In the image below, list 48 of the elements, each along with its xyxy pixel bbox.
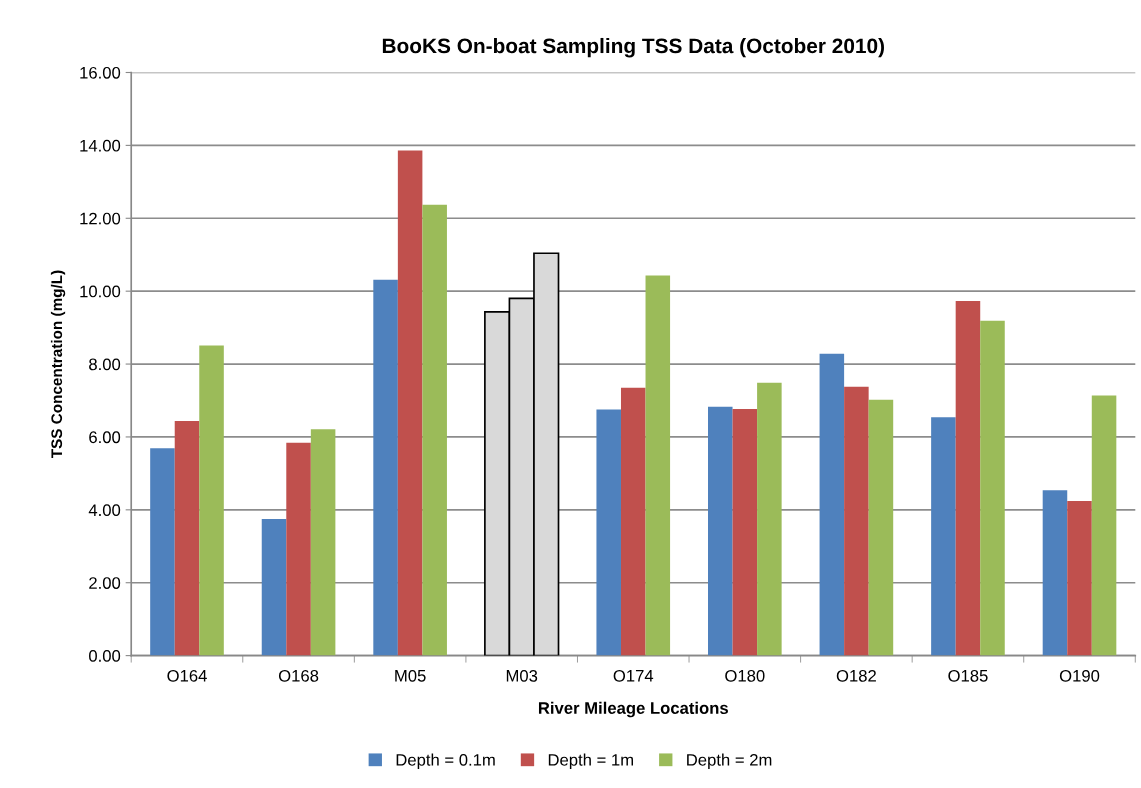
x-tick-label: O190 xyxy=(1059,669,1100,682)
chart-title: BooKS On-boat Sampling TSS Data (October 2010) xyxy=(382,37,884,58)
y-tick-label: 0.00 xyxy=(89,650,121,662)
bar xyxy=(868,399,894,656)
x-tick-label: O168 xyxy=(278,669,319,682)
bar xyxy=(150,448,175,656)
bar xyxy=(931,417,956,656)
x-tick-label: O164 xyxy=(167,669,207,682)
x-tick-label: M03 xyxy=(506,669,538,682)
y-tick-label: 14.00 xyxy=(80,139,121,152)
bar xyxy=(261,518,287,656)
bar xyxy=(844,386,869,656)
bar xyxy=(286,442,311,656)
y-tick-label: 16.00 xyxy=(80,66,121,79)
y-tick-label: 10.00 xyxy=(80,285,121,298)
bar xyxy=(596,409,621,656)
legend-label: Depth = 0.1m xyxy=(396,753,495,770)
x-tick-label: O182 xyxy=(836,669,876,682)
bar xyxy=(373,279,398,656)
bar xyxy=(1042,490,1068,656)
x-tick-label: M05 xyxy=(395,669,426,682)
bar xyxy=(397,150,423,656)
bar xyxy=(980,320,1005,656)
bar xyxy=(199,345,224,656)
bar xyxy=(732,408,758,656)
x-tick-label: O174 xyxy=(613,669,654,682)
bar xyxy=(819,353,845,656)
y-tick-label: 2.00 xyxy=(89,577,121,589)
legend-label: Depth = 1m xyxy=(548,753,633,770)
bar xyxy=(955,301,981,656)
y-tick-label: 12.00 xyxy=(80,212,121,225)
bar xyxy=(708,406,733,656)
bar xyxy=(757,382,782,656)
bar xyxy=(174,420,200,656)
bar xyxy=(422,204,447,656)
y-tick-label: 8.00 xyxy=(89,358,121,371)
x-tick-label: O185 xyxy=(948,669,988,682)
y-axis-title: TSS Concentration (mg/L) xyxy=(50,270,66,459)
bar xyxy=(645,275,671,656)
x-axis-title: River Mileage Locations xyxy=(538,701,728,718)
x-tick-label: O180 xyxy=(725,669,765,682)
bar xyxy=(310,429,336,656)
bar xyxy=(1067,501,1092,656)
y-tick-label: 4.00 xyxy=(88,504,121,517)
y-tick-label: 6.00 xyxy=(89,431,121,444)
bar xyxy=(1091,395,1117,656)
bar xyxy=(620,387,646,656)
legend-label: Depth = 2m xyxy=(687,753,772,770)
